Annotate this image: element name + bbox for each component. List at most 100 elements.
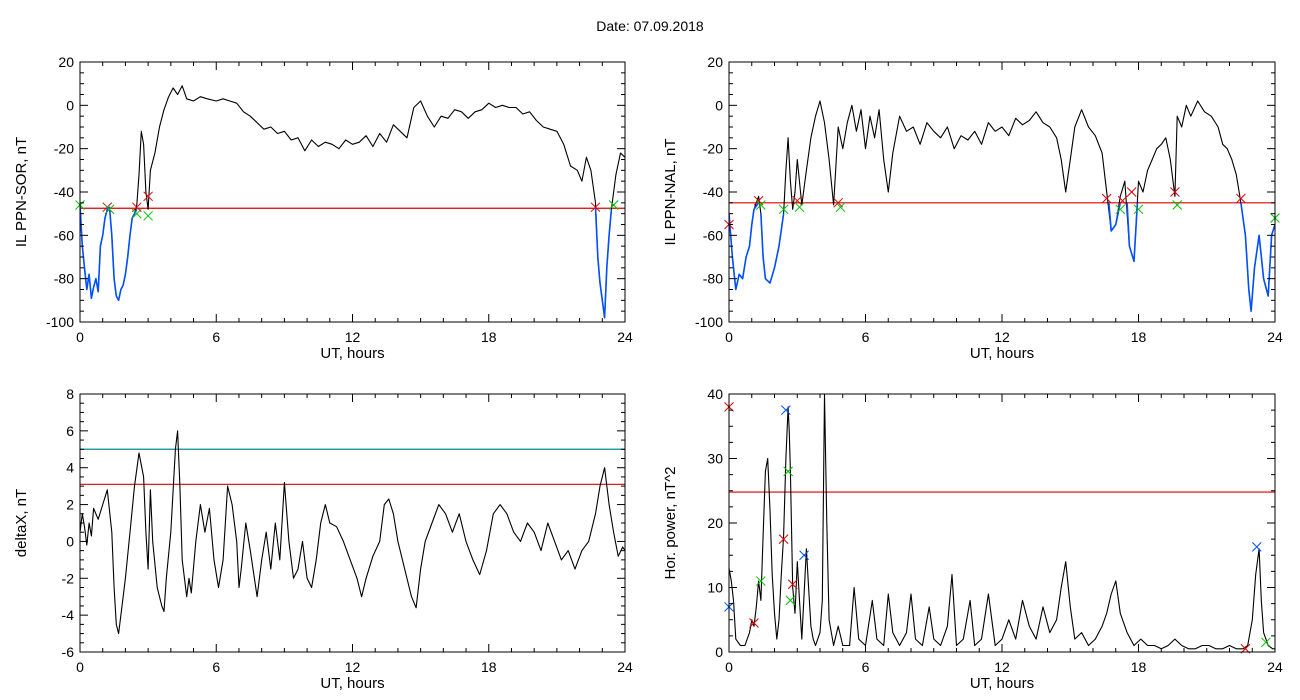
y-tick-label: 0 [715,644,723,660]
y-tick-label: 20 [707,54,723,70]
plot-frame [728,393,1276,653]
event-marker [749,618,759,628]
y-tick-label: -2 [62,570,75,586]
event-marker [590,202,601,213]
event-marker [1115,204,1126,215]
y-tick-label: -20 [703,141,723,157]
event-marker [1126,187,1137,197]
event-segment [1108,202,1122,232]
event-marker [787,579,798,590]
x-tick-label: 12 [345,329,361,345]
plot-frame [79,61,626,323]
event-marker [1117,195,1128,206]
x-tick-label: 24 [1267,659,1283,675]
x-tick-label: 12 [994,659,1010,675]
x-tick-label: 12 [994,329,1010,345]
x-tick-label: 6 [212,659,220,675]
y-tick-label: 0 [715,97,723,113]
event-marker [755,200,766,210]
x-tick-label: 0 [76,659,84,675]
y-tick-label: -100 [695,314,723,330]
event-marker [781,405,791,415]
y-axis-label: IL PPN-SOR, nT [13,137,30,247]
x-tick-label: 18 [1131,329,1147,345]
event-marker [1236,193,1246,204]
event-segment [594,207,613,319]
event-marker [1133,204,1144,215]
event-segment [729,202,760,291]
event-segment [80,204,138,302]
plot-frame [79,393,626,653]
page-title: Date: 07.09.2018 [596,18,704,34]
y-tick-label: 2 [66,497,74,513]
x-tick-label: 24 [617,329,633,345]
event-marker [608,200,619,210]
event-segment [1240,202,1275,312]
y-axis-label: IL PPN-NAL, nT [662,139,679,246]
y-tick-label: 40 [707,386,723,402]
y-tick-label: -60 [54,227,74,243]
x-tick-label: 0 [725,659,733,675]
event-marker [1261,637,1271,648]
x-tick-label: 12 [345,659,361,675]
y-tick-label: 0 [66,97,74,113]
event-segment [760,213,785,284]
event-marker [783,466,794,477]
x-tick-label: 0 [725,329,733,345]
event-marker [1251,542,1262,552]
y-tick-label: 20 [58,54,74,70]
panel-ppn-sor: 0 6 12 18 24 -100 -80 -60 -40 -20 0 20 UT, hours IL P… [13,54,633,362]
x-tick-label: 24 [1267,329,1283,345]
x-tick-label: 6 [862,659,870,675]
y-axis-label: deltaX, nT [13,489,30,557]
x-axis-label: UT, hours [320,675,384,692]
x-tick-label: 18 [481,659,497,675]
y-tick-label: -80 [54,271,74,287]
x-axis-label: UT, hours [970,345,1034,362]
x-tick-label: 6 [212,329,220,345]
y-tick-label: -60 [703,227,723,243]
y-tick-label: 0 [66,533,74,549]
event-marker [131,208,142,219]
plot-frame [728,61,1276,323]
event-marker [792,195,803,206]
event-marker [1172,200,1183,210]
x-tick-label: 24 [617,659,633,675]
y-tick-label: -40 [703,184,723,200]
y-tick-label: -100 [46,314,74,330]
x-axis-label: UT, hours [320,345,384,362]
event-marker [1101,193,1112,204]
event-marker [755,576,766,586]
event-marker [104,204,115,215]
event-marker [143,191,153,202]
event-marker [778,204,789,215]
x-axis-label: UT, hours [970,675,1034,692]
panel-hor-power: 0 6 12 18 24 0 10 20 30 40 UT, hours Hor. power, nT… [662,386,1283,692]
event-segment [1126,202,1139,263]
event-marker [835,202,846,213]
data-trace [80,85,625,319]
data-trace [729,100,1275,312]
event-marker [799,550,809,561]
panel-ppn-nal: 0 6 12 18 24 -100 -80 -60 -40 -20 0 20 UT, hours IL P… [662,54,1283,362]
x-tick-label: 6 [862,329,870,345]
y-tick-label: -20 [54,141,74,157]
data-trace [729,394,1275,650]
data-trace [80,430,625,635]
y-tick-label: 6 [66,423,74,439]
y-tick-label: 8 [66,386,74,402]
y-tick-label: -80 [703,271,723,287]
event-marker [785,595,796,606]
y-tick-label: 20 [707,515,723,531]
y-tick-label: -6 [62,644,75,660]
x-tick-label: 18 [1131,659,1147,675]
event-marker [778,534,789,544]
y-tick-label: 10 [707,580,723,596]
event-marker [143,210,153,221]
x-tick-label: 0 [76,329,84,345]
y-tick-label: 4 [66,460,74,476]
x-tick-label: 18 [481,329,497,345]
y-axis-label: Hor. power, nT^2 [662,467,679,580]
